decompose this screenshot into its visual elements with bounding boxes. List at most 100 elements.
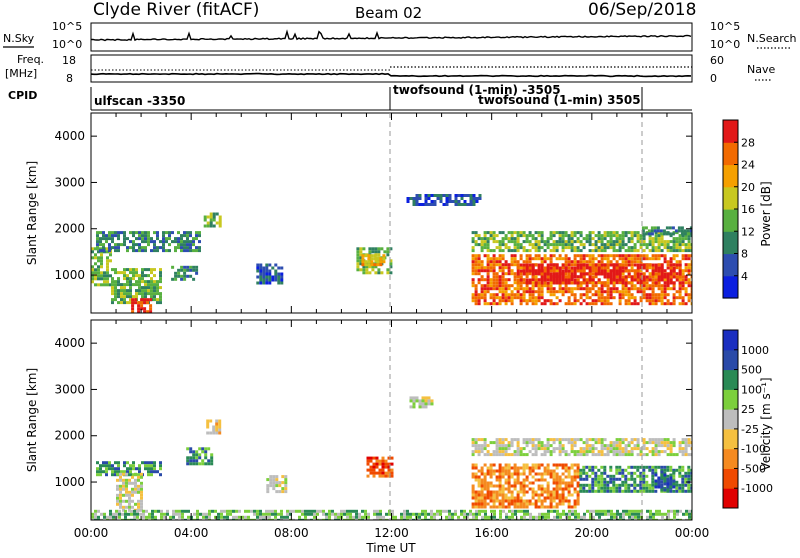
power-y-tick-label: 4000 [54,129,85,143]
velocity-y-tick-label: 1000 [54,475,85,489]
noise-right-label: N.Search [747,32,797,45]
power-colorbar: 4 8 12 16 20 24 28 [722,119,755,299]
power-colorbar-tick: 16 [741,203,755,216]
power-colorbar-tick: 8 [741,248,748,261]
power-y-label: Slant Range [km] [25,161,39,265]
velocity-echo-region [366,456,394,478]
velocity-colorbar-tick: -500 [741,462,766,475]
freq-label-line2: [MHz] [5,67,37,80]
velocity-echo-region [409,396,434,409]
velocity-echo-field [91,396,692,520]
velocity-colorbar-swatch [723,488,738,509]
time-tick-label: 00:00 [74,526,109,540]
velocity-colorbar-swatch [723,389,738,410]
station-title: Clyde River (fitACF) [93,0,259,20]
cpid-entry-ulfscan: ulfscan -3350 [94,94,185,108]
velocity-colorbar-swatch [723,409,738,430]
power-panel: 1000 2000 3000 4000 Slant Range [km] [25,112,693,314]
date-label: 06/Sep/2018 [588,0,696,20]
power-colorbar-tick: 24 [741,159,755,172]
power-colorbar-swatch [723,209,738,232]
velocity-colorbar-swatch [723,468,738,489]
power-colorbar-swatch [723,231,738,255]
noise-right-tick-top: 10^5 [710,20,740,33]
velocity-echo-region [266,475,288,494]
power-x-axis [90,113,693,313]
power-echo-region [256,263,284,285]
velocity-x-axis: 00:00 04:00 08:00 12:00 16:00 20:00 00:00 [74,320,709,540]
velocity-echo-region [116,472,143,512]
power-echo-region [361,254,386,267]
power-colorbar-tick: 20 [741,181,755,194]
velocity-colorbar-tick: 25 [741,403,755,416]
power-colorbar-label: Power [dB] [759,181,773,246]
power-colorbar-swatch [723,164,738,188]
noise-left-tick-top: 10^5 [52,20,82,33]
power-y-tick-label: 3000 [54,175,85,189]
velocity-y-tick-label: 3000 [54,382,85,396]
velocity-y-tick-label: 2000 [54,429,85,443]
cpid-label: CPID [8,89,37,102]
velocity-y-tick-label: 4000 [54,336,85,350]
noise-left-tick-bottom: 10^0 [52,38,82,51]
noise-right-tick-bottom: 10^0 [710,38,740,51]
velocity-echo-region [96,461,162,477]
velocity-y-axis: 1000 2000 3000 4000 [54,336,692,489]
power-echo-region [203,212,222,228]
power-y-tick-label: 1000 [54,268,85,282]
power-colorbar-swatch [723,142,738,166]
time-tick-label: 16:00 [474,526,509,540]
nave-right-tick-top: 60 [710,54,724,67]
velocity-y-label: Slant Range [km] [25,368,39,472]
velocity-colorbar-swatch [723,448,738,469]
power-colorbar-tick: 28 [741,136,755,149]
velocity-colorbar-swatch [723,369,738,390]
power-echo-region [171,265,199,281]
velocity-colorbar: -1000 -500 -100 -25 25 100 500 1000 [722,329,773,509]
cpid-panel: CPID ulfscan -3350 twofsound (1-min) -35… [8,83,692,111]
power-echo-field [91,194,692,313]
power-echo-region [516,263,682,285]
power-y-tick-label: 2000 [54,222,85,236]
power-echo-region [641,226,692,236]
time-tick-label: 20:00 [575,526,610,540]
cpid-entry-twofsound-neg: twofsound (1-min) -3505 [393,83,561,97]
velocity-colorbar-swatch [723,330,738,351]
velocity-echo-region [471,463,580,509]
time-tick-label: 12:00 [374,526,409,540]
beam-label: Beam 02 [355,4,422,22]
velocity-echo-region [206,419,222,435]
velocity-echo-region [471,438,692,457]
power-colorbar-swatch [723,120,738,143]
velocity-colorbar-swatch [723,428,738,450]
power-colorbar-tick: 4 [741,270,748,283]
freq-label-line1: Freq. [17,53,44,66]
velocity-colorbar-tick: -100 [741,443,766,456]
velocity-colorbar-tick: -1000 [741,482,773,495]
frequency-panel: Freq. [MHz] 18 8 60 0 Nave [5,53,775,85]
velocity-colorbar-label: Velocity [m s⁻¹] [759,377,773,470]
power-colorbar-swatch [723,275,738,299]
freq-left-tick-bottom: 8 [66,72,73,85]
power-echo-region [406,194,482,206]
nave-label: Nave [747,63,775,76]
velocity-echo-region [91,509,692,520]
power-echo-region [96,231,201,253]
cpid-entry-twofsound-pos: twofsound (1-min) 3505 [478,93,641,107]
velocity-echo-region [579,465,692,493]
time-axis-label: Time UT [365,541,416,554]
velocity-echo-region [186,447,214,466]
power-y-axis: 1000 2000 3000 4000 [54,129,692,282]
power-colorbar-swatch [723,253,738,277]
power-colorbar-swatch [723,186,738,210]
velocity-echo-region [654,470,676,492]
power-colorbar-tick: 12 [741,225,755,238]
power-echo-region [471,231,692,253]
nave-right-tick-bottom: 0 [710,72,717,85]
velocity-colorbar-tick: 1000 [741,344,769,357]
velocity-colorbar-tick: 100 [741,383,762,396]
frequency-trace [90,72,692,78]
velocity-panel: 1000 2000 3000 4000 00:00 04:00 08:00 12:00 16:… [25,319,709,555]
noise-left-label: N.Sky [3,32,35,45]
